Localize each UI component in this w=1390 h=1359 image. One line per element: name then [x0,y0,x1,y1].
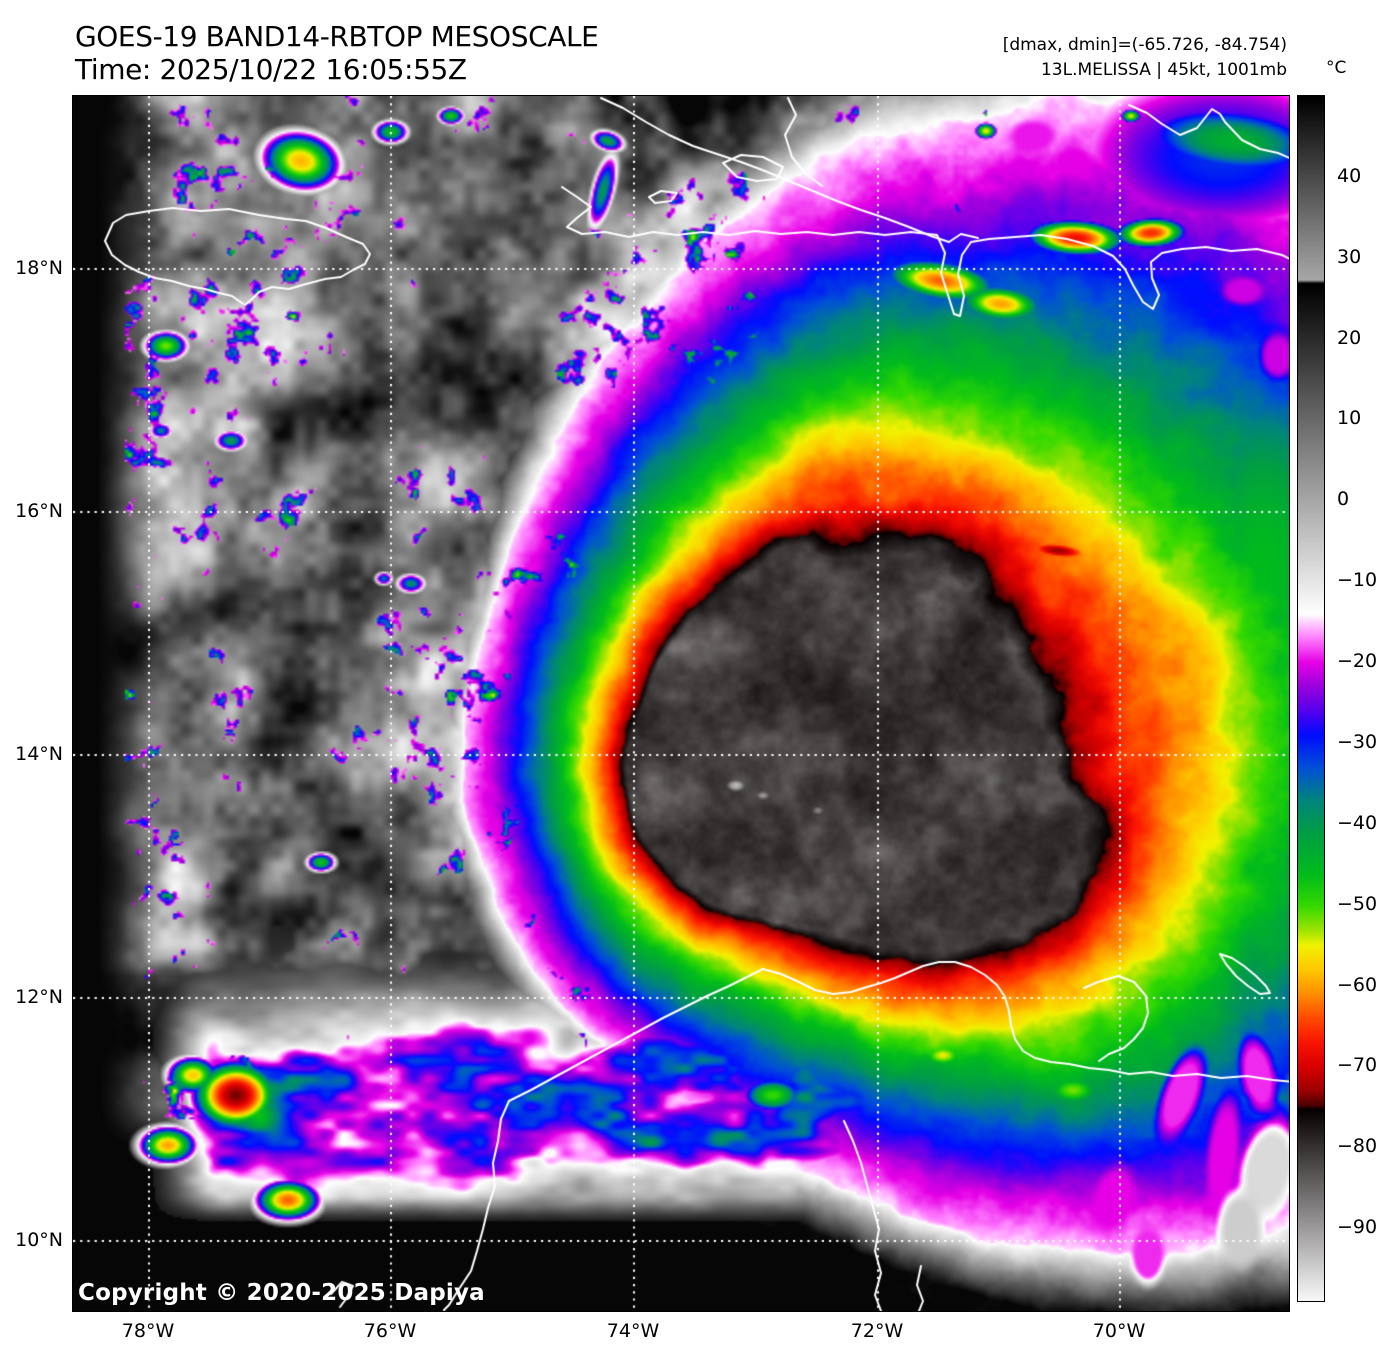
copyright-watermark: Copyright © 2020-2025 Dapiya [78,1280,485,1306]
colorbar-tick-label: −40 [1337,811,1378,834]
colorbar-unit-label: °C [1326,58,1347,78]
lat-axis-label: 16°N [15,500,63,522]
colorbar-tick-label: −50 [1337,892,1378,915]
colorbar-tick-label: 30 [1337,245,1362,268]
colorbar-tick-label: −90 [1337,1216,1378,1239]
colorbar-tick-label: −10 [1337,569,1378,592]
colorbar-tick-label: −80 [1337,1135,1378,1158]
colorbar-tick-label: 10 [1337,407,1362,430]
colorbar-tick-label: −70 [1337,1054,1378,1077]
storm-readout-block: [dmax, dmin]=(-65.726, -84.754) 13L.MELI… [1003,33,1287,83]
lon-axis-label: 70°W [1092,1320,1146,1342]
lat-axis-label: 14°N [15,743,63,765]
storm-info: 13L.MELISSA | 45kt, 1001mb [1040,60,1287,80]
lon-axis-label: 72°W [850,1320,904,1342]
colorbar-tick-label: −60 [1337,973,1378,996]
timestamp: Time: 2025/10/22 16:05:55Z [75,53,467,86]
dmax-dmin-readout: [dmax, dmin]=(-65.726, -84.754) [1002,35,1287,55]
lon-axis-label: 76°W [363,1320,417,1342]
product-title: GOES-19 BAND14-RBTOP MESOSCALE [75,20,599,53]
colorbar-tick-label: −20 [1337,650,1378,673]
colorbar-gradient [1297,95,1325,1302]
colorbar-tick-label: 20 [1337,326,1362,349]
lat-axis-label: 10°N [15,1229,63,1251]
colorbar-tick-label: −30 [1337,730,1378,753]
lat-axis-label: 12°N [15,986,63,1008]
colorbar-tick-label: 0 [1337,488,1350,511]
lon-axis-label: 78°W [121,1320,175,1342]
satellite-image-canvas [72,95,1290,1312]
lat-axis-label: 18°N [15,257,63,279]
lon-axis-label: 74°W [606,1320,660,1342]
colorbar-tick-label: 40 [1337,164,1362,187]
